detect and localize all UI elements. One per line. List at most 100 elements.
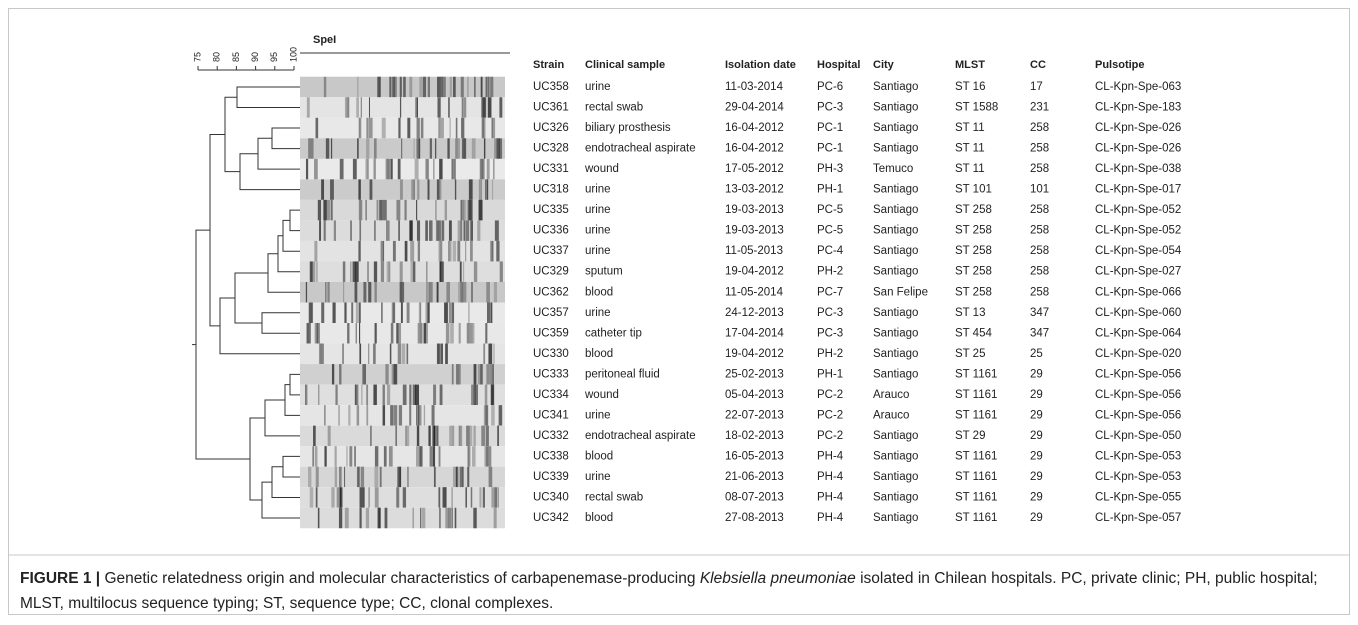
cell: Arauco bbox=[873, 389, 909, 401]
gel-band bbox=[324, 220, 326, 241]
cell: blood bbox=[585, 348, 613, 360]
gel-band bbox=[440, 118, 444, 139]
gel-band bbox=[359, 220, 361, 241]
cell: ST 1161 bbox=[955, 471, 997, 483]
gel-band bbox=[337, 487, 340, 508]
cell: urine bbox=[585, 204, 611, 216]
gel-band bbox=[370, 426, 372, 447]
scale-tick-label: 95 bbox=[269, 52, 279, 62]
gel-band bbox=[438, 487, 440, 508]
gel-label: SpeI bbox=[313, 34, 336, 46]
cell: 22-07-2013 bbox=[725, 409, 784, 421]
gel-band bbox=[471, 487, 472, 508]
gel-band bbox=[374, 220, 375, 241]
gel-band bbox=[485, 405, 488, 426]
gel-band bbox=[407, 344, 409, 365]
cell: 16-04-2012 bbox=[725, 122, 784, 134]
cell: PC-5 bbox=[817, 204, 843, 216]
gel-band bbox=[316, 118, 319, 139]
gel-band bbox=[314, 241, 317, 262]
cell: ST 25 bbox=[955, 348, 985, 360]
gel-band bbox=[448, 97, 450, 118]
scale-tick-label: 100 bbox=[288, 47, 298, 62]
gel-band bbox=[379, 200, 383, 221]
gel-band bbox=[450, 77, 452, 98]
gel-band bbox=[348, 405, 350, 426]
gel-band bbox=[324, 446, 326, 467]
cell: 08-07-2013 bbox=[725, 492, 784, 504]
gel-band bbox=[423, 77, 426, 98]
cell: urine bbox=[585, 307, 611, 319]
gel-band bbox=[488, 344, 492, 365]
dendrogram-branch bbox=[283, 456, 300, 477]
gel-band bbox=[416, 138, 419, 159]
gel-band bbox=[359, 344, 361, 365]
gel-band bbox=[331, 487, 334, 508]
gel-band bbox=[400, 467, 402, 488]
cell: CL-Kpn-Spe-063 bbox=[1095, 81, 1181, 93]
cell: 19-03-2013 bbox=[725, 225, 784, 237]
gel-band bbox=[471, 385, 475, 406]
gel-band bbox=[430, 220, 433, 241]
gel-band bbox=[353, 159, 357, 180]
gel-band bbox=[439, 159, 442, 180]
gel-band bbox=[400, 282, 404, 303]
gel-lane bbox=[300, 159, 505, 180]
gel-band bbox=[428, 179, 430, 200]
gel-band bbox=[339, 467, 342, 488]
cell: 05-04-2013 bbox=[725, 389, 784, 401]
gel-band bbox=[437, 344, 440, 365]
gel-band bbox=[318, 385, 319, 406]
cell: 258 bbox=[1030, 245, 1049, 257]
gel-band bbox=[375, 487, 379, 508]
gel-band bbox=[491, 385, 494, 406]
gel-band bbox=[485, 385, 488, 406]
gel-band bbox=[407, 118, 410, 139]
gel-band bbox=[496, 241, 499, 262]
gel-band bbox=[366, 508, 369, 529]
gel-band bbox=[497, 487, 499, 508]
cell: CL-Kpn-Spe-053 bbox=[1095, 471, 1181, 483]
cell: ST 101 bbox=[955, 184, 992, 196]
gel-band bbox=[469, 179, 473, 200]
gel-band bbox=[383, 241, 384, 262]
gel-band bbox=[447, 138, 449, 159]
cell: 11-05-2014 bbox=[725, 286, 784, 298]
gel-band bbox=[497, 426, 499, 447]
scale-tick-label: 80 bbox=[212, 52, 222, 62]
cell: 17-04-2014 bbox=[725, 327, 784, 339]
cell: endotracheal aspirate bbox=[585, 430, 696, 442]
gel-band bbox=[473, 426, 475, 447]
gel-band bbox=[487, 159, 490, 180]
gel-band bbox=[323, 200, 327, 221]
cell: PH-1 bbox=[817, 184, 843, 196]
gel-band bbox=[458, 282, 460, 303]
gel-band bbox=[455, 508, 457, 529]
cell: blood bbox=[585, 286, 613, 298]
gel-band bbox=[312, 446, 314, 467]
gel-band bbox=[461, 426, 462, 447]
cell: ST 1588 bbox=[955, 102, 998, 114]
gel-band bbox=[420, 508, 421, 529]
cell: 29 bbox=[1030, 389, 1043, 401]
cell: Santiago bbox=[873, 225, 918, 237]
page: SpeI 7580859095100StrainClinical sampleI… bbox=[0, 0, 1358, 625]
cell: ST 11 bbox=[955, 143, 985, 155]
cell: CL-Kpn-Spe-066 bbox=[1095, 286, 1181, 298]
gel-band bbox=[494, 508, 497, 529]
dendrogram-branch bbox=[220, 298, 300, 354]
gel-band bbox=[425, 159, 428, 180]
cell: urine bbox=[585, 225, 611, 237]
gel-band bbox=[426, 282, 427, 303]
cell: ST 258 bbox=[955, 225, 992, 237]
gel-band bbox=[481, 426, 485, 447]
gel-band bbox=[335, 467, 337, 488]
gel-band bbox=[394, 364, 398, 385]
dendrogram-branch bbox=[237, 87, 300, 108]
cell: 24-12-2013 bbox=[725, 307, 784, 319]
gel-band bbox=[440, 385, 443, 406]
gel-band bbox=[437, 77, 441, 98]
gel-band bbox=[359, 323, 360, 344]
gel-band bbox=[403, 487, 406, 508]
gel-band bbox=[385, 364, 388, 385]
